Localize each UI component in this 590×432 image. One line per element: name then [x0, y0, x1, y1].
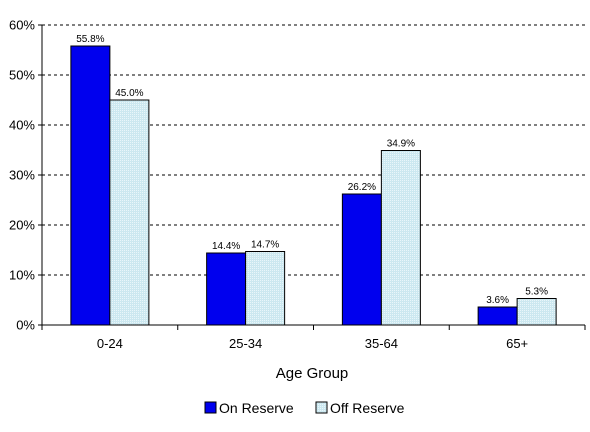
data-label: 5.3% [525, 287, 548, 298]
axes [38, 24, 586, 330]
x-tick-label: 65+ [506, 336, 528, 351]
y-tick-label: 50% [9, 68, 35, 83]
data-label: 14.4% [212, 241, 240, 252]
bar-off-reserve-35-64 [380, 150, 421, 326]
data-label: 45.0% [115, 88, 143, 99]
data-label: 55.8% [76, 34, 104, 45]
y-tick-label: 0% [16, 318, 35, 333]
bar-off-reserve-25-34 [245, 251, 286, 326]
x-tick-label: 0-24 [97, 336, 123, 351]
bar-on-reserve-65+ [477, 306, 518, 326]
y-tick-label: 10% [9, 268, 35, 283]
bar-on-reserve-35-64 [341, 193, 382, 326]
y-tick-label: 20% [9, 218, 35, 233]
data-label: 3.6% [486, 295, 509, 306]
x-tick-label: 25-34 [229, 336, 262, 351]
labels: 0% 10% 20% 30% 40% 50% 60% 55.8% 45.0% 0-24 14.4% 1… [9, 18, 548, 352]
y-tick-label: 60% [9, 18, 35, 33]
legend-label: Off Reserve [330, 400, 405, 416]
legend-swatch [315, 401, 328, 414]
bar-on-reserve-0-24 [70, 45, 111, 326]
legend-label: On Reserve [219, 400, 294, 416]
legend: On Reserve Off Reserve [204, 400, 405, 416]
y-tick-label: 30% [9, 168, 35, 183]
x-axis-title: Age Group [276, 365, 349, 382]
bar-off-reserve-65+ [516, 298, 557, 326]
data-label: 14.7% [251, 240, 279, 251]
y-tick-label: 40% [9, 118, 35, 133]
bar-on-reserve-25-34 [206, 252, 247, 326]
bar-off-reserve-0-24 [109, 99, 150, 326]
legend-swatch [204, 401, 217, 414]
data-label: 34.9% [387, 139, 415, 150]
bars [70, 45, 557, 326]
x-tick-label: 35-64 [365, 336, 398, 351]
data-label: 26.2% [348, 182, 376, 193]
